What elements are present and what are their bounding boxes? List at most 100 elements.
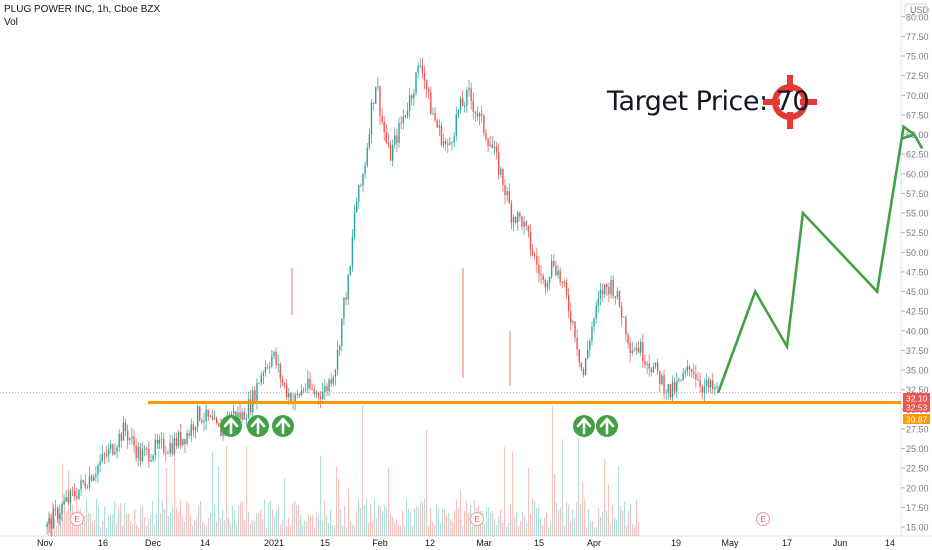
volume-bar [312,514,314,536]
volume-indicator-label[interactable]: Vol [4,17,18,28]
volume-bar [382,511,384,536]
volume-bar [450,519,452,536]
candle-body [676,380,678,392]
volume-bar [442,507,444,536]
currency-box[interactable] [904,3,928,17]
candle-body [205,409,207,422]
price-badge [903,393,930,403]
candle-body [48,518,50,524]
volume-bar [446,515,448,536]
volume-bar [220,518,222,536]
candle-body [455,114,457,136]
candle-body [171,443,173,454]
candle-body [209,416,212,418]
candle-body [478,113,481,117]
candle-body [391,144,394,161]
projection-path[interactable] [716,124,915,394]
volume-bar [538,507,540,536]
candle-body [633,350,636,352]
volume-bar [532,498,534,536]
candle-body [665,392,667,394]
candle-body [124,422,127,432]
candle-body [341,318,343,347]
candle-body [625,316,627,335]
volume-bar [464,510,466,536]
candle-body [95,474,97,477]
volume-bar [564,525,566,536]
volume-bar [394,523,396,536]
volume-bar [186,500,188,536]
volume-bar [560,507,562,536]
y-tick-label: 75.00 [906,52,929,62]
candle-body [368,134,371,148]
volume-bar [128,513,130,536]
earnings-marker-icon[interactable] [756,512,770,526]
earnings-marker-icon[interactable] [470,512,484,526]
volume-bar [254,521,256,536]
volume-bar [472,525,474,536]
volume-bar [234,509,236,536]
volume-bar [140,505,142,536]
candle-body [398,122,400,144]
candle-body [152,455,154,460]
volume-bar [196,518,198,536]
candle-body [523,221,525,227]
candle-body [474,111,477,114]
volume-bar [116,523,118,536]
candle-body [652,366,655,373]
volume-bar [122,525,124,536]
candle-body [347,274,349,300]
candle-body [646,363,648,365]
candle-body [690,369,693,373]
price-badge-label: 32.10 [906,394,928,404]
volume-bar [608,484,610,536]
symbol-title[interactable]: PLUG POWER INC, 1h, Cboe BZX [4,4,161,15]
volume-bar [174,451,176,536]
volume-bar [356,511,358,536]
volume-bar [338,478,340,536]
x-tick-label: Mar [476,538,492,548]
volume-bar [498,515,500,536]
candle-body [154,439,156,456]
volume-bar [236,523,238,536]
candle-body [534,254,536,256]
volume-bar [270,500,272,536]
candle-body [61,503,63,514]
volume-bar [146,525,148,536]
volume-bar [124,503,126,536]
volume-bar [226,446,228,536]
volume-bar [546,512,548,536]
volume-bar [150,514,152,536]
candle-body [508,191,510,203]
candle-body [536,255,538,265]
candle-body [362,173,364,186]
candle-body [572,321,574,323]
earnings-marker-icon[interactable] [70,512,84,526]
volume-bar [456,499,458,536]
candle-body [158,439,161,444]
volume-bar [410,512,412,536]
volume-bar [630,503,632,536]
volume-bar [318,515,320,536]
volume-bar [406,499,408,536]
candle-body [262,372,265,376]
y-tick-label: 42.50 [906,307,929,317]
candle-body [627,334,629,344]
candle-body [404,115,407,117]
volume-bar [62,463,64,536]
volume-bar [58,507,60,536]
volume-bar [352,524,354,536]
candle-body [275,351,277,365]
candle-body [78,489,80,499]
volume-bar [624,501,626,536]
volume-bar [102,521,104,536]
volume-bar [620,505,622,536]
volume-bar [514,518,516,536]
candle-body [319,396,322,399]
candle-body [97,465,99,475]
candle-body [63,501,65,504]
candle-body [332,376,335,384]
volume-bar [282,520,284,536]
volume-bar [412,526,414,536]
